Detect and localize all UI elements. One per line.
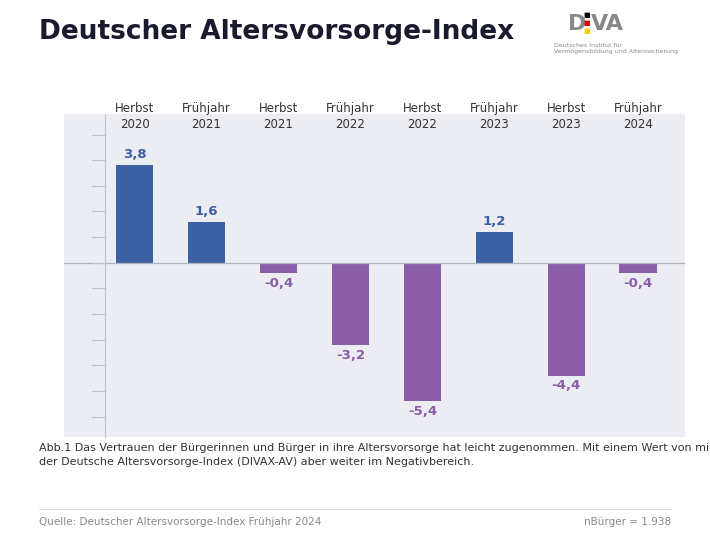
Text: ■: ■	[584, 20, 590, 26]
Bar	[188, 222, 225, 263]
Text: Frühjahr
2024: Frühjahr 2024	[613, 102, 662, 131]
Text: Herbst
2021: Herbst 2021	[258, 102, 298, 131]
Bar	[116, 165, 153, 263]
Bar	[260, 263, 297, 273]
Text: Frühjahr
2023: Frühjahr 2023	[470, 102, 519, 131]
Text: 1,2: 1,2	[483, 215, 506, 228]
Text: -3,2: -3,2	[336, 349, 365, 362]
Text: Abb.1 Das Vertrauen der Bürgerinnen und Bürger in ihre Altersvorsorge hat leicht: Abb.1 Das Vertrauen der Bürgerinnen und …	[39, 443, 710, 466]
Text: Deutscher Altersvorsorge-Index: Deutscher Altersvorsorge-Index	[39, 19, 514, 45]
Text: 1,6: 1,6	[195, 205, 218, 218]
Text: ■: ■	[584, 12, 590, 18]
Bar	[332, 263, 369, 345]
Text: -5,4: -5,4	[408, 405, 437, 418]
Bar	[547, 263, 585, 376]
Text: Quelle: Deutscher Altersvorsorge-Index Frühjahr 2024: Quelle: Deutscher Altersvorsorge-Index F…	[39, 517, 322, 527]
Bar	[620, 263, 657, 273]
Text: Frühjahr
2021: Frühjahr 2021	[182, 102, 231, 131]
Text: -0,4: -0,4	[264, 277, 293, 290]
Text: nBürger = 1.938: nBürger = 1.938	[584, 517, 671, 527]
Text: Herbst
2020: Herbst 2020	[115, 102, 154, 131]
Text: Herbst
2023: Herbst 2023	[547, 102, 586, 131]
Text: Deutsches Institut für
Vermögensbildung und Alterssicherung: Deutsches Institut für Vermögensbildung …	[554, 43, 678, 54]
Bar	[404, 263, 441, 401]
Bar	[476, 232, 513, 263]
Text: VA: VA	[591, 14, 623, 34]
Text: 3,8: 3,8	[123, 148, 146, 161]
Text: Frühjahr
2022: Frühjahr 2022	[326, 102, 375, 131]
Text: -0,4: -0,4	[623, 277, 652, 290]
Text: D: D	[568, 14, 586, 34]
Text: -4,4: -4,4	[552, 380, 581, 393]
Text: ■: ■	[584, 28, 590, 34]
Text: Herbst
2022: Herbst 2022	[403, 102, 442, 131]
